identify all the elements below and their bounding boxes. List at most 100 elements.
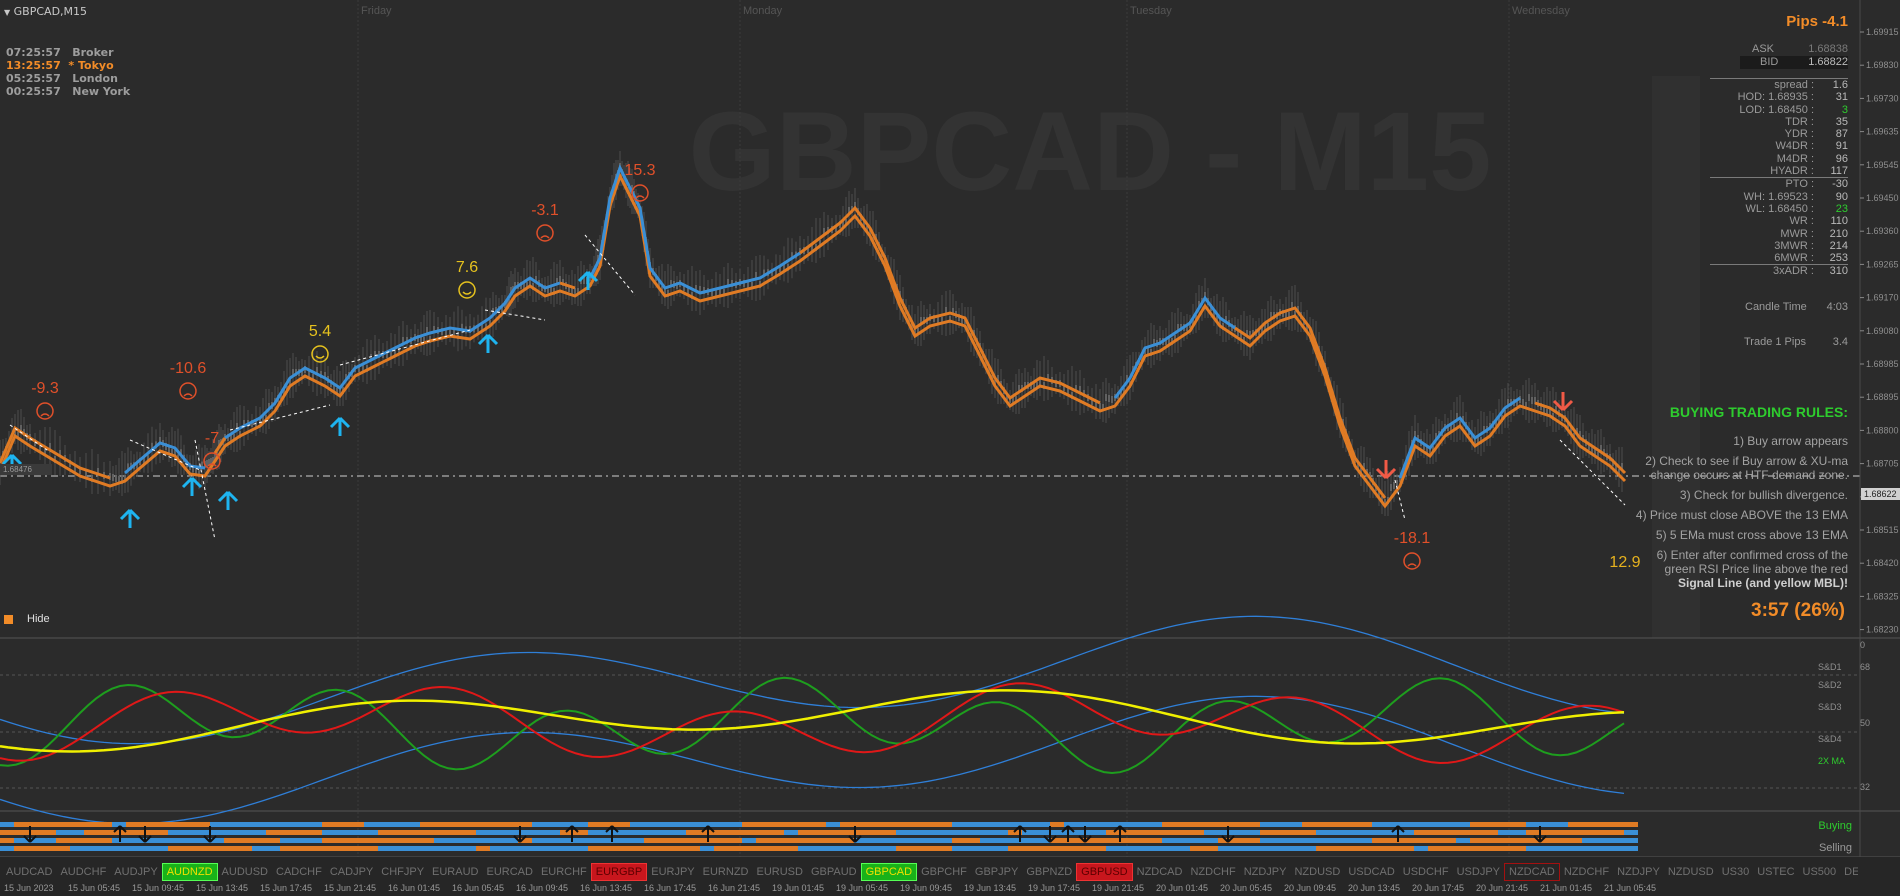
symbol-button[interactable]: CADCHF: [276, 866, 322, 878]
symbol-button[interactable]: DE40: [1844, 866, 1858, 878]
annotation-value: 5.4: [309, 323, 331, 340]
symbol-button[interactable]: AUDJPY: [114, 866, 158, 878]
signal-bar-cell: [154, 838, 168, 843]
symbol-button[interactable]: EURUSD: [756, 866, 803, 878]
candle-body: [1039, 379, 1041, 386]
stat-value: 1.6: [1832, 79, 1848, 91]
signal-bar-cell: [1162, 838, 1176, 843]
candle-body: [1576, 428, 1578, 435]
symbol-button[interactable]: AUDCAD: [6, 866, 53, 878]
signal-bar-cell: [504, 846, 518, 851]
symbol-button[interactable]: US30: [1721, 866, 1750, 878]
symbol-button[interactable]: NZDUSD: [1294, 866, 1341, 878]
stat-value: 90: [1835, 190, 1848, 203]
candle-body: [423, 337, 425, 344]
signal-bar-cell: [1414, 846, 1428, 851]
symbol-button[interactable]: EURJPY: [651, 866, 695, 878]
signal-bar-cell: [182, 838, 196, 843]
symbol-button[interactable]: GBPUSD: [1076, 863, 1133, 881]
time-tick: 20 Jun 13:45: [1348, 883, 1400, 893]
signal-bar-cell: [1176, 838, 1190, 843]
candle-body: [1091, 398, 1093, 405]
stat-value: 87: [1835, 128, 1848, 141]
candle-body: [206, 460, 208, 467]
signal-bar-cell: [294, 846, 308, 851]
signal-bar-cell: [1554, 838, 1568, 843]
candle-body: [1168, 338, 1170, 345]
signal-bar-cell: [266, 846, 280, 851]
chart-menu-icon[interactable]: ▼: [4, 8, 11, 17]
symbol-button[interactable]: GBPCAD: [860, 863, 918, 881]
signal-bar-cell: [938, 846, 952, 851]
signal-bar-cell: [1442, 846, 1456, 851]
signal-bar-cell: [1288, 830, 1302, 835]
signal-bar-cell: [154, 830, 168, 835]
symbol-button[interactable]: NZDCHF: [1190, 866, 1236, 878]
symbol-button[interactable]: USDCHF: [1402, 866, 1449, 878]
signal-bar-cell: [826, 830, 840, 835]
rsi-mbl-line: [0, 689, 1625, 753]
signal-bar-cell: [1190, 822, 1204, 827]
signal-bar-cell: [1036, 846, 1050, 851]
symbol-button[interactable]: EURCAD: [486, 866, 533, 878]
signal-bar-cell: [686, 838, 700, 843]
candle-body: [723, 289, 725, 296]
signal-bar-cell: [1610, 846, 1624, 851]
signal-bar-cell: [812, 830, 826, 835]
signal-bar-cell: [322, 830, 336, 835]
signal-bar-cell: [560, 838, 574, 843]
candle-body: [529, 279, 531, 286]
signal-bar-cell: [1204, 830, 1218, 835]
symbol-button[interactable]: AUDNZD: [161, 863, 218, 881]
candle-body: [1099, 403, 1101, 410]
symbol-button[interactable]: NZDJPY: [1617, 866, 1660, 878]
signal-bar-cell: [518, 830, 532, 835]
stat-value: 117: [1830, 165, 1848, 178]
left-price-tag: [0, 464, 52, 475]
symbol-button[interactable]: CADJPY: [329, 866, 374, 878]
signal-bar-cell: [714, 822, 728, 827]
symbol-button[interactable]: GBPNZD: [1026, 866, 1073, 878]
signal-bar-cell: [126, 822, 140, 827]
hide-checkbox-icon[interactable]: [4, 614, 13, 624]
symbol-button[interactable]: EURNZD: [702, 866, 749, 878]
signal-bar-cell: [0, 822, 14, 827]
symbol-button[interactable]: EURGBP: [590, 863, 648, 881]
signal-bar-cell: [1092, 838, 1106, 843]
symbol-button[interactable]: GBPCHF: [921, 866, 967, 878]
signal-bar-cell: [14, 822, 28, 827]
candle-body: [510, 287, 512, 294]
stat-row: WL: 1.68450 : 23: [1710, 203, 1849, 215]
symbol-button[interactable]: GBPAUD: [810, 866, 857, 878]
stat-label: 6MWR :: [1774, 252, 1814, 265]
signal-bar-cell: [56, 846, 70, 851]
trend-line: [584, 234, 636, 296]
symbol-button[interactable]: CHFJPY: [381, 866, 425, 878]
signal-bar-cell: [616, 846, 630, 851]
candle-body: [1246, 330, 1248, 337]
symbol-button[interactable]: NZDCAD: [1136, 866, 1183, 878]
trend-line: [339, 329, 471, 366]
symbol-button[interactable]: NZDCAD: [1504, 863, 1560, 881]
symbol-button[interactable]: US500: [1802, 866, 1837, 878]
signal-bar-cell: [420, 838, 434, 843]
symbol-button[interactable]: NZDJPY: [1243, 866, 1287, 878]
symbol-button[interactable]: USDJPY: [1456, 866, 1501, 878]
symbol-button[interactable]: USDCAD: [1348, 866, 1395, 878]
signal-bar-cell: [1554, 846, 1568, 851]
hide-toggle[interactable]: Hide: [4, 613, 50, 625]
annotation-value: -18.1: [1394, 530, 1431, 547]
symbol-button[interactable]: USTEC: [1757, 866, 1795, 878]
symbol-button[interactable]: GBPJPY: [974, 866, 1019, 878]
symbol-button[interactable]: EURCHF: [540, 866, 587, 878]
symbol-button[interactable]: NZDUSD: [1667, 866, 1714, 878]
symbol-button[interactable]: AUDCHF: [60, 866, 107, 878]
candle-body: [1435, 433, 1437, 440]
symbol-button[interactable]: NZDCHF: [1563, 866, 1610, 878]
symbol-button[interactable]: AUDUSD: [221, 866, 268, 878]
face-mouth: [1407, 563, 1417, 567]
candle-body: [301, 369, 303, 376]
symbol-button[interactable]: EURAUD: [432, 866, 479, 878]
